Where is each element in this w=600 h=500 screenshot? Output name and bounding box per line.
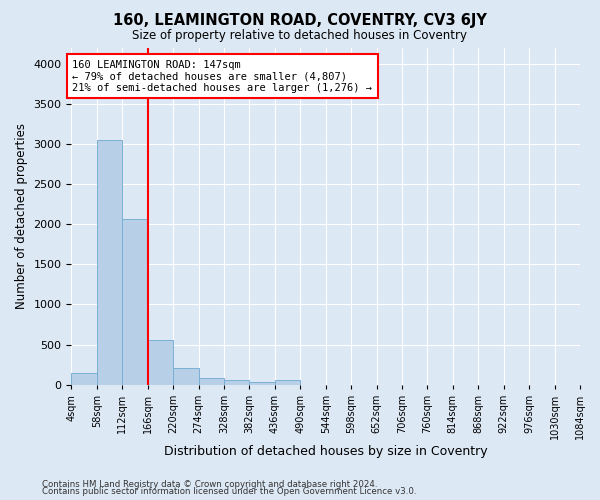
Bar (97, 140, 122, 384)
Bar (275, 380, 300, 384)
Y-axis label: Number of detached properties: Number of detached properties (15, 123, 28, 309)
Bar (250, 382, 275, 384)
Text: Contains HM Land Registry data © Crown copyright and database right 2024.: Contains HM Land Registry data © Crown c… (42, 480, 377, 489)
Text: Contains public sector information licensed under the Open Government Licence v3: Contains public sector information licen… (42, 488, 416, 496)
Bar (122, 220, 148, 384)
Bar (224, 380, 250, 384)
Text: 160 LEAMINGTON ROAD: 147sqm
← 79% of detached houses are smaller (4,807)
21% of : 160 LEAMINGTON ROAD: 147sqm ← 79% of det… (73, 60, 373, 92)
Bar (199, 378, 224, 384)
Bar (173, 368, 199, 384)
Bar (148, 340, 173, 384)
Bar (71, 374, 97, 384)
Text: 160, LEAMINGTON ROAD, COVENTRY, CV3 6JY: 160, LEAMINGTON ROAD, COVENTRY, CV3 6JY (113, 12, 487, 28)
Text: Size of property relative to detached houses in Coventry: Size of property relative to detached ho… (133, 29, 467, 42)
X-axis label: Distribution of detached houses by size in Coventry: Distribution of detached houses by size … (164, 444, 488, 458)
